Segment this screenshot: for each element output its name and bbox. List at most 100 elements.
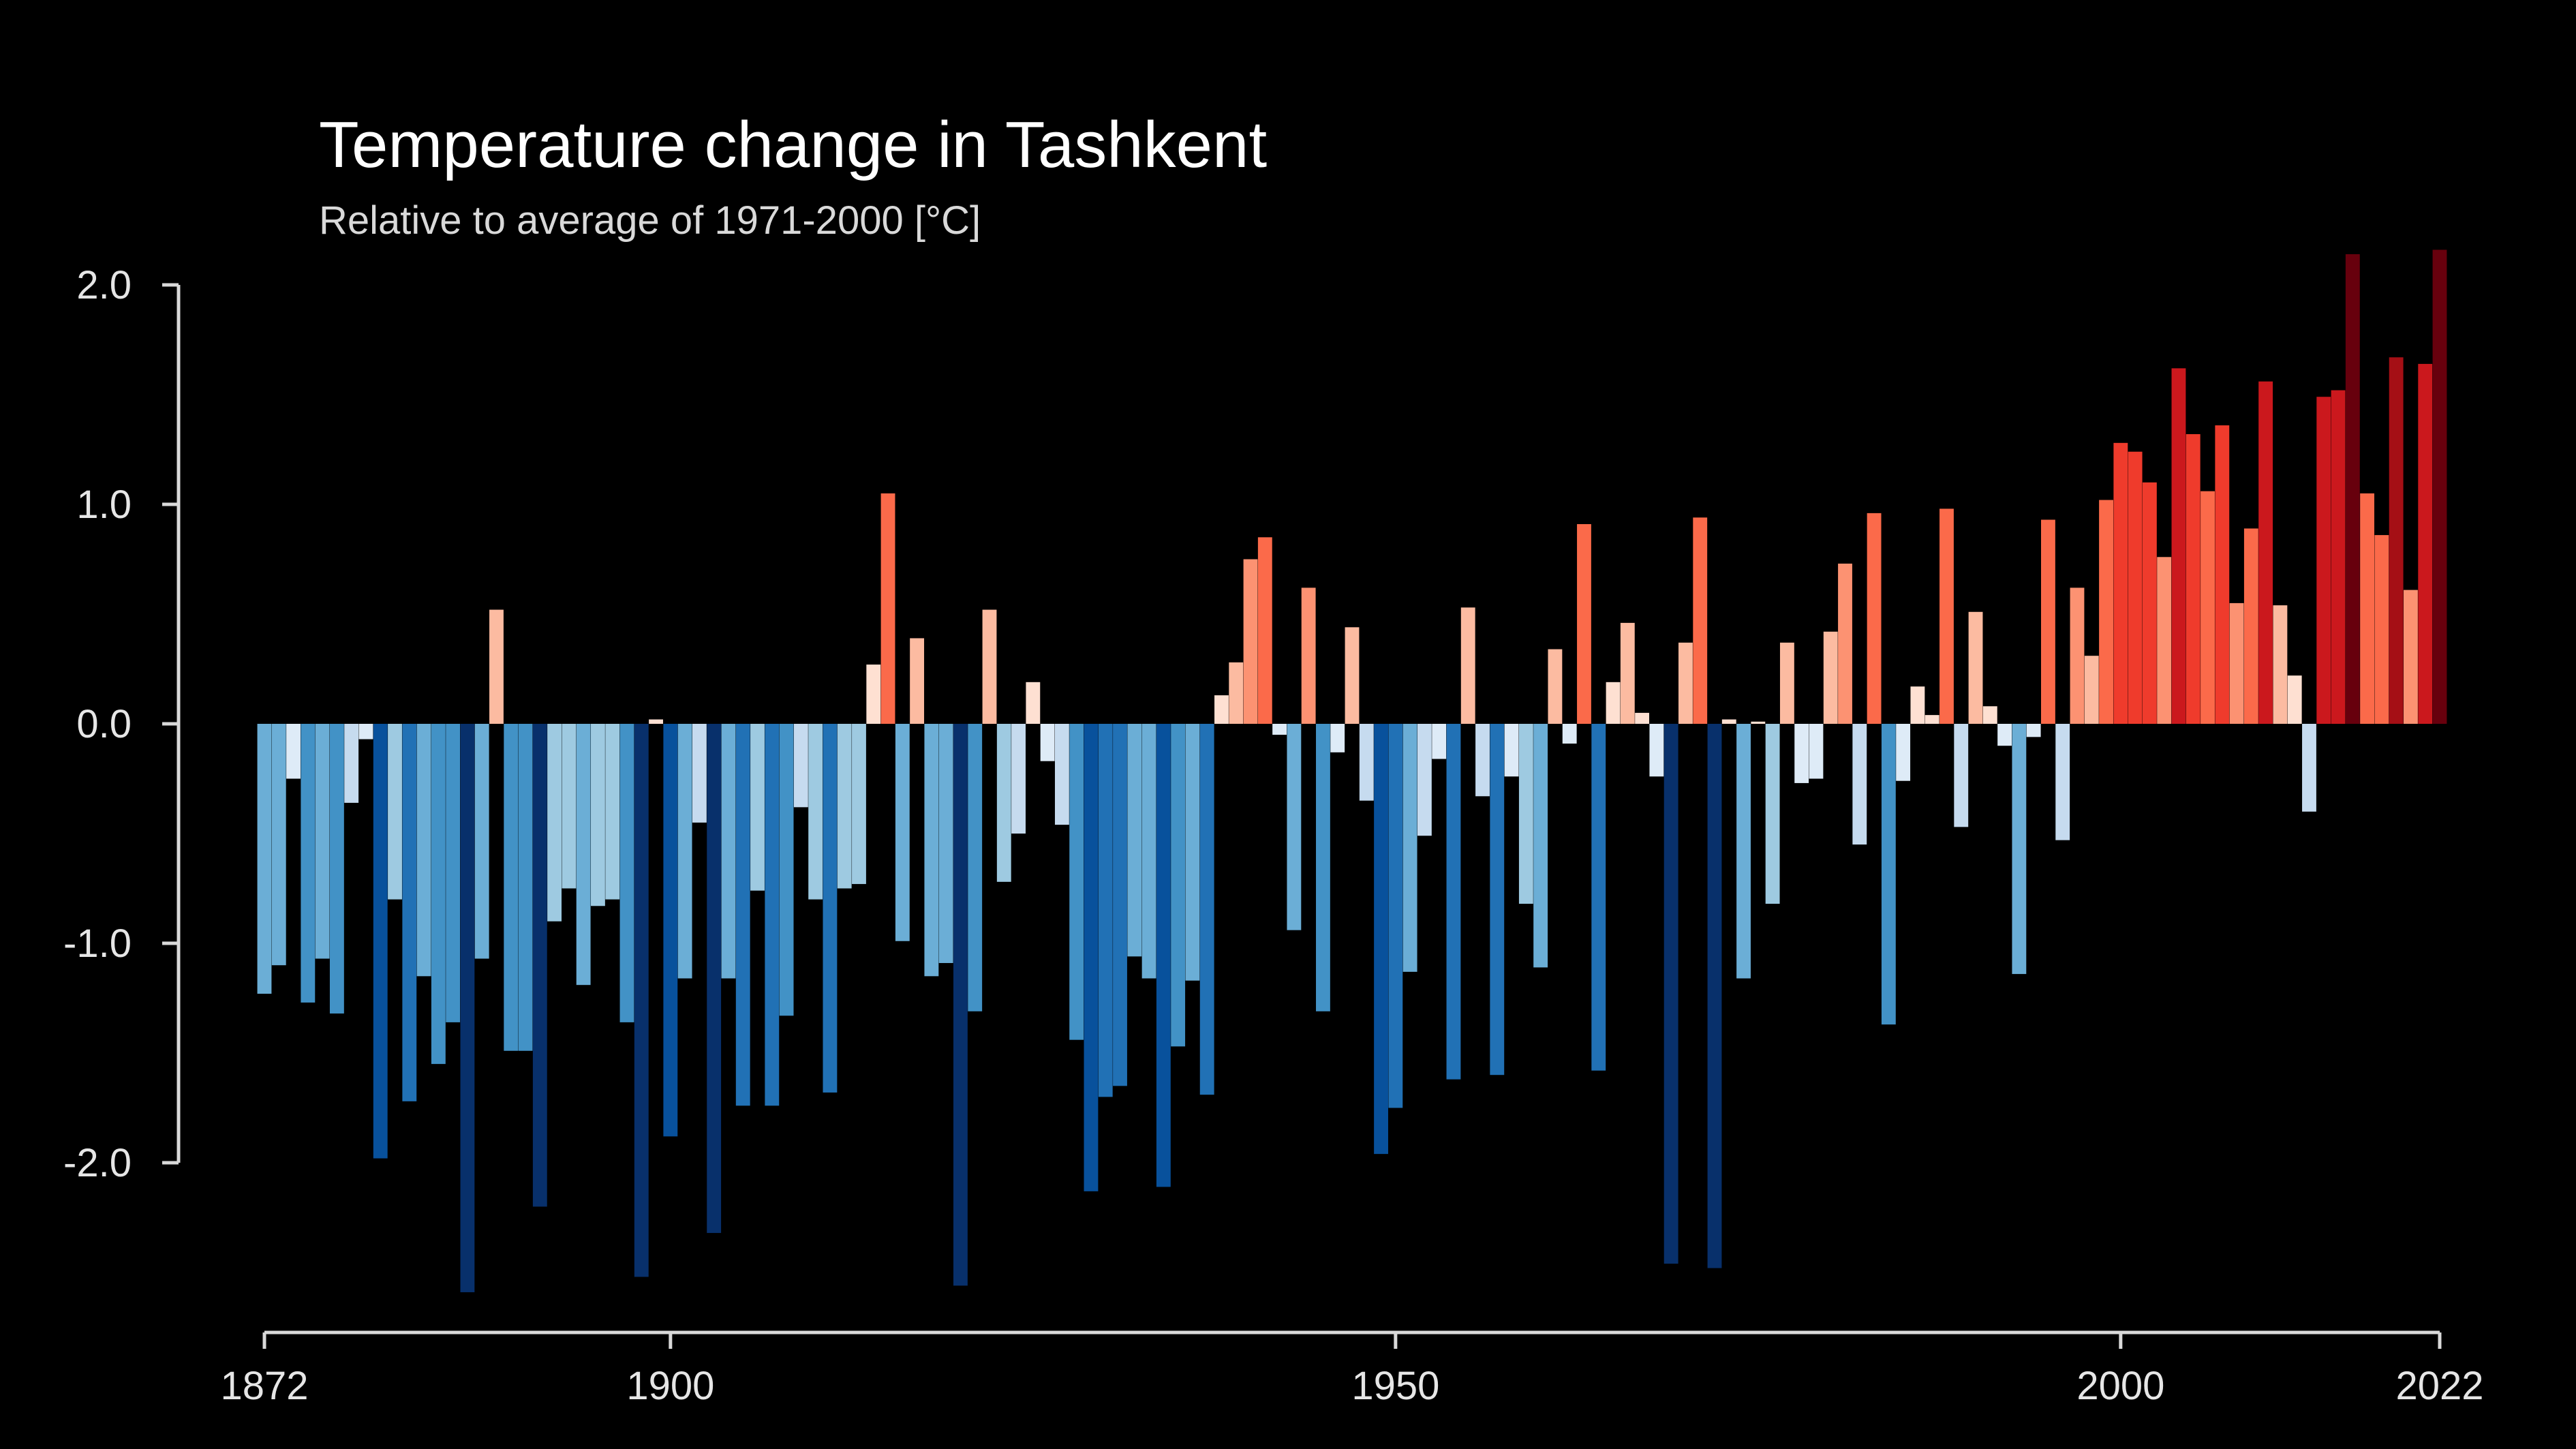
bar-2012 <box>2287 675 2302 724</box>
bar-1962 <box>1562 724 1577 744</box>
bar-1882 <box>402 724 417 1101</box>
bar-1986 <box>1910 686 1925 724</box>
bar-1895 <box>591 724 605 906</box>
bar-1961 <box>1548 649 1563 724</box>
bar-1978 <box>1794 724 1809 783</box>
bar-2005 <box>2186 433 2201 724</box>
bar-1989 <box>1954 724 1969 827</box>
bar-2014 <box>2316 397 2331 724</box>
bar-1885 <box>446 724 461 1022</box>
bar-1964 <box>1591 724 1606 1071</box>
bar-2001 <box>2128 451 2143 724</box>
bar-1880 <box>373 724 388 1159</box>
bar-1949 <box>1374 724 1388 1155</box>
bar-1990 <box>1968 611 1983 724</box>
bar-2007 <box>2215 425 2230 724</box>
bar-1951 <box>1402 724 1417 972</box>
x-tick-label: 1950 <box>1351 1364 1439 1408</box>
bar-1991 <box>1982 706 1997 724</box>
bar-1922 <box>982 609 997 724</box>
bar-1977 <box>1779 642 1794 724</box>
bar-1980 <box>1823 631 1838 724</box>
bar-2019 <box>2389 357 2404 724</box>
y-tick-label: -1.0 <box>63 921 132 966</box>
bar-1916 <box>895 724 910 941</box>
bar-1972 <box>1707 724 1722 1268</box>
bar-1945 <box>1316 724 1330 1011</box>
bar-1876 <box>315 724 330 959</box>
bar-1904 <box>721 724 736 979</box>
bar-1970 <box>1678 642 1693 724</box>
bar-1917 <box>910 638 925 724</box>
bar-1891 <box>532 724 547 1207</box>
bar-1926 <box>1040 724 1055 761</box>
bar-1955 <box>1460 607 1475 724</box>
bar-1913 <box>852 724 866 885</box>
bar-1994 <box>2026 724 2041 737</box>
bar-1981 <box>1838 563 1852 724</box>
x-axis-ticks: 1872 1900 1950 2000 2022 <box>220 1332 2484 1408</box>
y-axis-ticks: 2.0 1.0 0.0 -1.0 -2.0 <box>63 263 179 1185</box>
bar-2021 <box>2418 363 2433 724</box>
bar-1998 <box>2084 656 2099 724</box>
bar-1956 <box>1475 724 1490 797</box>
bar-1925 <box>1026 682 1041 724</box>
bar-2004 <box>2171 368 2186 724</box>
bar-2006 <box>2201 491 2215 724</box>
bar-1901 <box>677 724 692 979</box>
bar-1899 <box>649 719 663 724</box>
bar-1937 <box>1199 724 1214 1095</box>
bar-1953 <box>1432 724 1447 759</box>
bar-1896 <box>605 724 620 900</box>
bar-1982 <box>1852 724 1867 845</box>
bar-2009 <box>2243 528 2258 724</box>
bar-1911 <box>823 724 838 1093</box>
bar-2010 <box>2258 381 2273 724</box>
bar-2015 <box>2331 390 2346 724</box>
bar-1934 <box>1156 724 1171 1187</box>
bar-1960 <box>1533 724 1548 968</box>
bar-1905 <box>735 724 750 1106</box>
bar-1940 <box>1243 559 1258 724</box>
bar-1948 <box>1359 724 1374 801</box>
bar-1900 <box>663 724 678 1137</box>
bar-1984 <box>1881 724 1896 1025</box>
bar-1919 <box>938 724 953 963</box>
bar-1873 <box>271 724 286 966</box>
bar-1927 <box>1054 724 1069 825</box>
bar-1887 <box>474 724 489 959</box>
bar-1888 <box>489 609 504 724</box>
bar-1933 <box>1141 724 1156 979</box>
bar-1884 <box>431 724 446 1065</box>
bar-1944 <box>1301 588 1316 724</box>
bar-1958 <box>1504 724 1519 777</box>
bar-1872 <box>257 724 272 994</box>
bar-1983 <box>1867 513 1882 724</box>
bar-1952 <box>1417 724 1432 836</box>
bar-1938 <box>1214 695 1229 724</box>
bar-1918 <box>924 724 939 977</box>
bar-1903 <box>707 724 722 1234</box>
bar-1912 <box>837 724 852 889</box>
bar-1997 <box>2070 588 2085 724</box>
bar-1947 <box>1345 627 1360 724</box>
bar-1898 <box>634 724 649 1277</box>
bar-2016 <box>2345 254 2360 724</box>
bar-2011 <box>2273 605 2288 724</box>
bar-1874 <box>286 724 301 779</box>
bar-1987 <box>1925 715 1939 724</box>
bar-1965 <box>1606 682 1621 724</box>
bar-1902 <box>692 724 707 823</box>
y-tick-label: 2.0 <box>76 263 132 307</box>
bar-1950 <box>1388 724 1403 1108</box>
bar-1939 <box>1229 662 1244 724</box>
bar-1879 <box>358 724 373 739</box>
bar-1993 <box>2012 724 2027 975</box>
bar-2020 <box>2404 590 2418 724</box>
bar-2008 <box>2229 603 2244 724</box>
bar-1992 <box>1997 724 2012 746</box>
bars-group <box>257 249 2447 1292</box>
x-tick-label: 2000 <box>2076 1364 2164 1408</box>
y-tick-label: 0.0 <box>76 702 132 746</box>
